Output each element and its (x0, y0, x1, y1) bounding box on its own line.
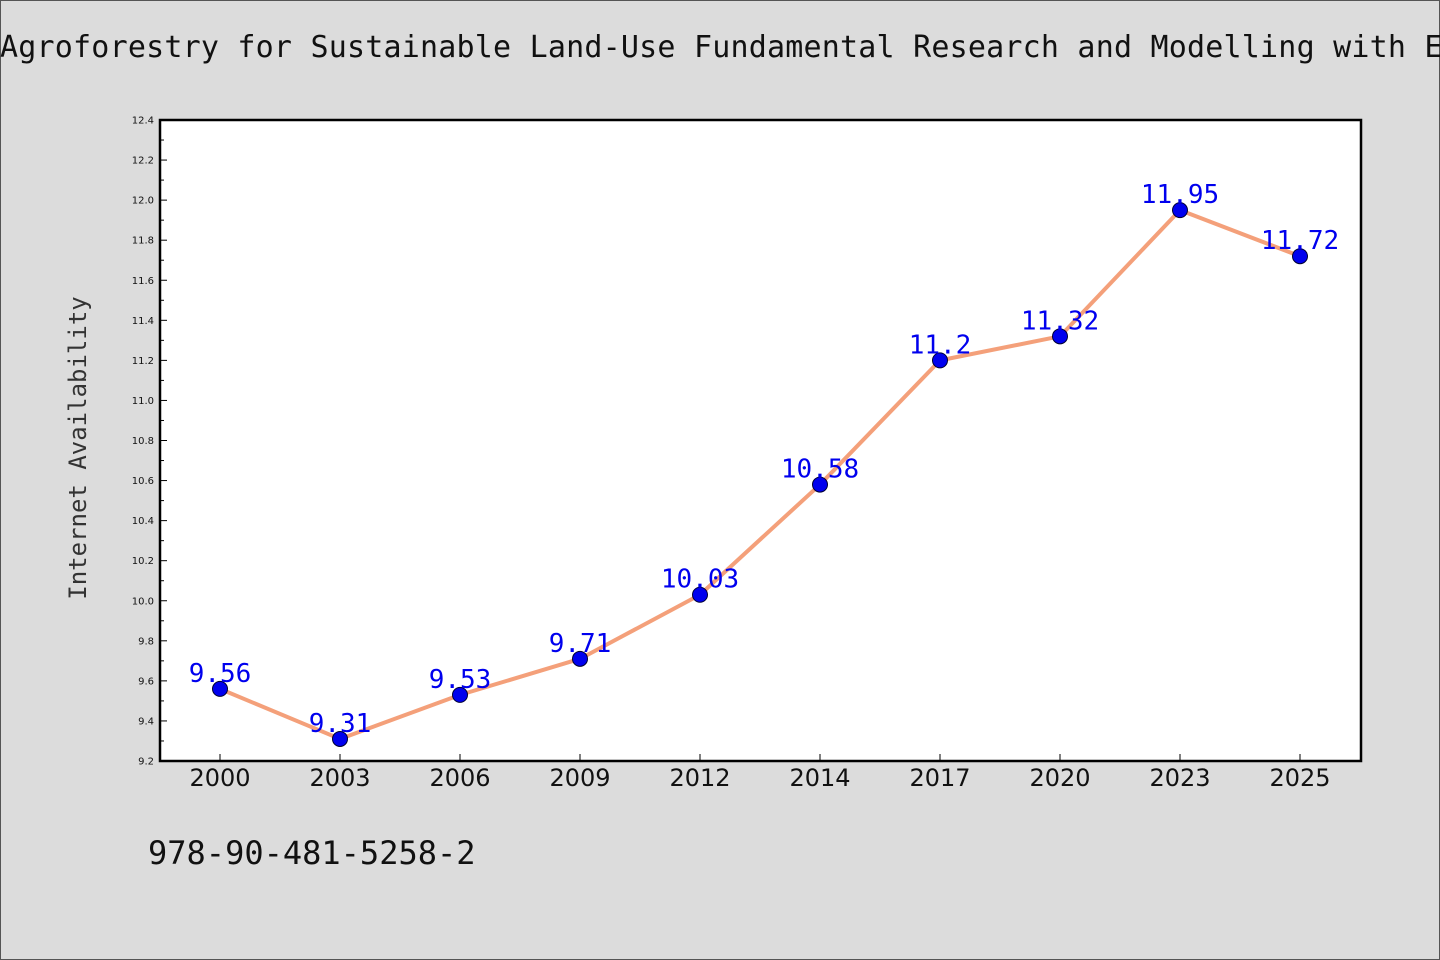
x-tick-label: 2009 (549, 764, 610, 792)
data-point (1052, 328, 1068, 345)
y-axis: 9.2 9.4 9.6 9.8 10.0 10.2 10.4 10.6 10.8 11.0 11.2… (132, 116, 167, 768)
y-tick-label: 10.2 (132, 556, 154, 567)
y-tick-label: 11.4 (132, 316, 154, 327)
y-tick-label: 9.8 (138, 636, 154, 647)
x-tick-label: 2025 (1269, 764, 1330, 792)
y-tick-label: 12.4 (132, 116, 154, 127)
data-point (692, 586, 708, 603)
y-axis-label: Internet Availability (64, 296, 92, 599)
x-tick-label: 2020 (1029, 764, 1090, 792)
y-tick-label: 9.4 (138, 716, 154, 727)
y-tick-label: 11.8 (132, 236, 154, 247)
plot-background (158, 118, 1363, 763)
chart-title: Agroforestry for Sustainable Land-Use Fu… (0, 30, 1440, 65)
series-line (218, 208, 1302, 741)
y-tick-label: 11.2 (132, 356, 154, 367)
y-tick-label: 12.2 (132, 156, 154, 167)
x-tick-label: 2014 (789, 764, 850, 792)
x-tick-label: 2006 (429, 764, 490, 792)
data-point (212, 680, 228, 697)
data-label: 10.03 (661, 565, 739, 595)
data-point (452, 686, 468, 703)
data-point (812, 476, 828, 493)
x-tick-label: 2017 (909, 764, 970, 792)
markers-group (212, 202, 1308, 747)
y-tick-label: 11.6 (132, 276, 154, 287)
data-point (1172, 202, 1188, 219)
x-tick-label: 2023 (1149, 764, 1210, 792)
x-tick-label: 2003 (309, 764, 370, 792)
y-tick-label: 11.0 (132, 396, 154, 407)
data-label: 11.2 (909, 330, 972, 360)
data-label: 9.71 (549, 629, 612, 659)
x-tick-label: 2012 (669, 764, 730, 792)
data-point (332, 730, 348, 747)
data-label: 11.72 (1261, 226, 1339, 256)
isbn-text: 978-90-481-5258-2 (148, 834, 476, 872)
data-labels-group: 9.56 9.31 9.53 9.71 10.03 10.58 11.2 11.32 11.95… (189, 180, 1339, 739)
x-tick-label: 2000 (189, 764, 250, 792)
data-label: 9.56 (189, 659, 252, 689)
y-tick-label: 9.6 (138, 676, 154, 687)
data-point (1292, 248, 1308, 265)
data-label: 10.58 (781, 455, 859, 485)
data-point (932, 352, 948, 369)
y-tick-label: 9.2 (138, 757, 154, 768)
data-label: 11.95 (1141, 180, 1219, 210)
data-label: 9.53 (429, 665, 492, 695)
y-tick-label: 10.8 (132, 436, 154, 447)
y-tick-label: 12.0 (132, 196, 154, 207)
series-line-group (218, 208, 1302, 741)
data-label: 11.32 (1021, 306, 1099, 336)
y-tick-label: 10.6 (132, 476, 154, 487)
data-label: 9.31 (309, 709, 372, 739)
y-tick-label: 10.0 (132, 596, 154, 607)
x-axis: 2000 2003 2006 2009 2012 2014 2017 2020 2023 2025 (189, 754, 1331, 792)
data-point (572, 650, 588, 667)
y-tick-label: 10.4 (132, 516, 154, 527)
